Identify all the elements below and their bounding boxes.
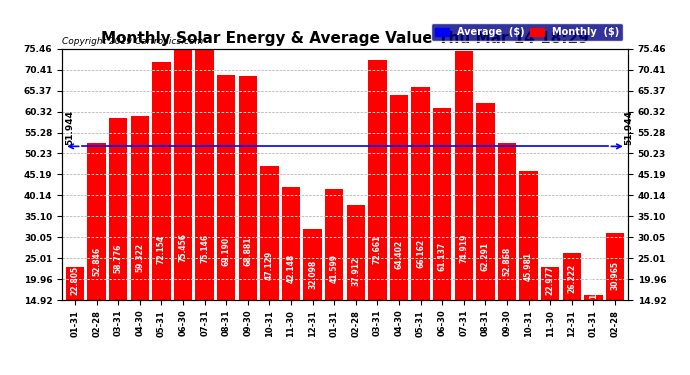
Text: 22.805: 22.805 <box>70 266 79 295</box>
Text: 66.162: 66.162 <box>416 239 425 268</box>
Bar <box>260 166 279 300</box>
Text: 16.107: 16.107 <box>589 270 598 299</box>
Bar <box>195 50 214 300</box>
Text: 72.661: 72.661 <box>373 235 382 264</box>
Bar <box>390 94 408 300</box>
Text: 58.776: 58.776 <box>114 243 123 273</box>
Text: 59.322: 59.322 <box>135 243 144 272</box>
Bar <box>282 187 300 300</box>
Text: 32.098: 32.098 <box>308 260 317 289</box>
Bar <box>433 108 451 300</box>
Bar <box>130 116 149 300</box>
Text: 37.912: 37.912 <box>351 256 360 286</box>
Bar <box>174 49 193 300</box>
Bar <box>562 253 581 300</box>
Bar <box>239 76 257 300</box>
Text: 22.977: 22.977 <box>546 266 555 295</box>
Text: 51.944: 51.944 <box>66 110 75 145</box>
Bar <box>606 233 624 300</box>
Bar <box>88 142 106 300</box>
Bar <box>66 267 84 300</box>
Bar <box>541 267 560 300</box>
Bar <box>109 118 128 300</box>
Text: 47.129: 47.129 <box>265 251 274 280</box>
Bar <box>497 142 516 300</box>
Title: Monthly Solar Energy & Average Value Thu Mar 14 18:29: Monthly Solar Energy & Average Value Thu… <box>101 31 589 46</box>
Text: 68.881: 68.881 <box>244 237 253 266</box>
Text: 62.291: 62.291 <box>481 242 490 270</box>
Bar <box>368 60 386 300</box>
Text: 42.148: 42.148 <box>286 254 295 283</box>
Bar <box>152 63 170 300</box>
Bar <box>584 295 602 300</box>
Bar <box>304 229 322 300</box>
Bar <box>455 51 473 300</box>
Text: 51.944: 51.944 <box>624 110 633 145</box>
Bar <box>411 87 430 300</box>
Text: 30.965: 30.965 <box>611 261 620 290</box>
Text: 72.154: 72.154 <box>157 235 166 264</box>
Text: Copyright 2019 Cartronics.com: Copyright 2019 Cartronics.com <box>62 37 204 46</box>
Text: 64.402: 64.402 <box>395 240 404 269</box>
Bar <box>346 205 365 300</box>
Text: 41.599: 41.599 <box>330 254 339 284</box>
Legend: Average  ($), Monthly  ($): Average ($), Monthly ($) <box>431 24 623 41</box>
Text: 61.137: 61.137 <box>437 242 446 271</box>
Text: 75.456: 75.456 <box>179 233 188 262</box>
Text: 45.981: 45.981 <box>524 252 533 280</box>
Text: 52.846: 52.846 <box>92 247 101 276</box>
Text: 69.190: 69.190 <box>221 237 230 266</box>
Text: 26.222: 26.222 <box>567 264 576 293</box>
Bar <box>217 75 235 300</box>
Text: 52.868: 52.868 <box>502 247 511 276</box>
Bar <box>476 104 495 300</box>
Bar <box>520 171 538 300</box>
Text: 74.919: 74.919 <box>460 233 469 262</box>
Bar <box>325 189 344 300</box>
Text: 75.146: 75.146 <box>200 233 209 262</box>
